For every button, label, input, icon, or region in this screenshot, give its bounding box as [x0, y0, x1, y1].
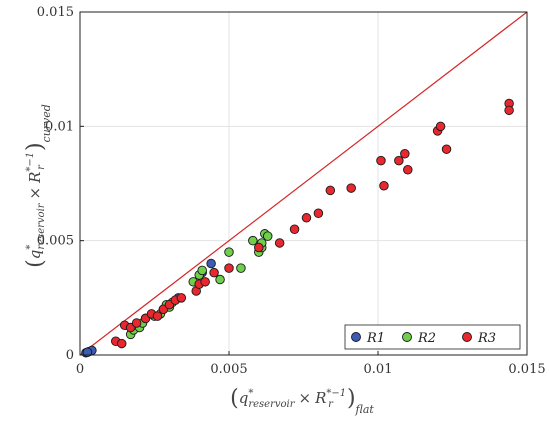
- reference-line: [79, 11, 528, 356]
- point-r3: [346, 183, 356, 193]
- point-r2: [236, 263, 246, 273]
- legend-label-r1: R1: [366, 331, 385, 346]
- point-r2: [262, 231, 273, 241]
- point-r2: [215, 274, 225, 285]
- point-r3: [379, 181, 389, 191]
- xlabel-r: R: [314, 389, 326, 407]
- point-r3: [209, 267, 219, 278]
- point-r3: [176, 293, 187, 303]
- grid-lines: [80, 12, 527, 355]
- x-axis-label: (q* reservoir × R*−1 r)flat: [230, 386, 374, 416]
- point-r3: [224, 263, 234, 273]
- data-points: [81, 98, 514, 358]
- ylabel-times: ×: [26, 187, 44, 200]
- point-r3: [274, 238, 285, 248]
- point-r3: [441, 144, 452, 154]
- point-r3: [200, 277, 210, 287]
- y-tick-label: 0.015: [37, 5, 74, 20]
- xlabel-sup: *: [248, 388, 253, 399]
- x-tick-label: 0.005: [210, 362, 247, 377]
- x-tick-labels: 0 0.005 0.01 0.015: [76, 351, 546, 377]
- point-r3: [152, 311, 163, 321]
- legend-marker-r1: [351, 332, 361, 342]
- y-tick-labels: 0 0.005 0.01 0.015: [37, 5, 84, 363]
- svg-text:(q*reservoir×R*−1r)flat: (q* reservoir × R*−1 r)flat: [230, 386, 374, 416]
- legend-marker-r3: [462, 332, 472, 342]
- x-tick-label: 0: [76, 362, 84, 377]
- legend-marker-r2: [402, 332, 412, 342]
- xlabel-q: q: [239, 389, 249, 407]
- point-r3: [301, 213, 312, 223]
- x-tick-label: 0.01: [364, 362, 393, 377]
- point-r1: [82, 347, 93, 358]
- legend-label-r2: R2: [417, 331, 436, 346]
- xlabel-sub: reservoir: [248, 399, 295, 410]
- point-r3: [313, 208, 324, 218]
- point-r2: [224, 247, 234, 257]
- xlabel-r-sub: r: [328, 399, 334, 410]
- point-r3: [254, 242, 264, 253]
- point-r2: [248, 235, 258, 246]
- ylabel-sub: reservoir: [36, 202, 47, 249]
- point-r3: [131, 318, 142, 328]
- point-r3: [325, 185, 336, 196]
- point-r3: [400, 149, 410, 159]
- point-r3: [504, 105, 514, 116]
- xlabel-flat: flat: [355, 403, 375, 416]
- ylabel-r-sup: *−1: [25, 152, 36, 172]
- legend-box: [344, 324, 521, 350]
- point-r2: [197, 265, 207, 276]
- ylabel-r-sub: r: [36, 164, 47, 170]
- point-r3: [116, 338, 127, 349]
- svg-text:(q*reservoir×R*−1r)curved: (q*reservoir×R*−1r)curved: [23, 104, 53, 268]
- xlabel-r-sup: *−1: [326, 388, 346, 399]
- point-r1: [206, 258, 216, 269]
- y-axis-label: (q*reservoir×R*−1r)curved: [23, 104, 53, 268]
- point-r3: [289, 224, 300, 234]
- ylabel-r: R: [26, 172, 44, 184]
- legend-label-r3: R3: [477, 331, 496, 346]
- plot-frame: [79, 11, 528, 356]
- xlabel-times: ×: [299, 389, 312, 407]
- point-r3: [435, 121, 446, 132]
- point-r3: [403, 165, 413, 175]
- ylabel-sup: *: [25, 245, 36, 250]
- x-tick-label: 0.015: [508, 362, 545, 377]
- legend: R1 R2 R3: [344, 324, 521, 350]
- ylabel-q: q: [26, 250, 44, 260]
- y-tick-label: 0.01: [45, 119, 74, 134]
- point-r3: [394, 155, 404, 166]
- y-tick-label: 0.005: [37, 234, 74, 249]
- point-r3: [376, 155, 386, 166]
- ylabel-curved: curved: [40, 104, 53, 142]
- y-tick-label: 0: [66, 348, 74, 363]
